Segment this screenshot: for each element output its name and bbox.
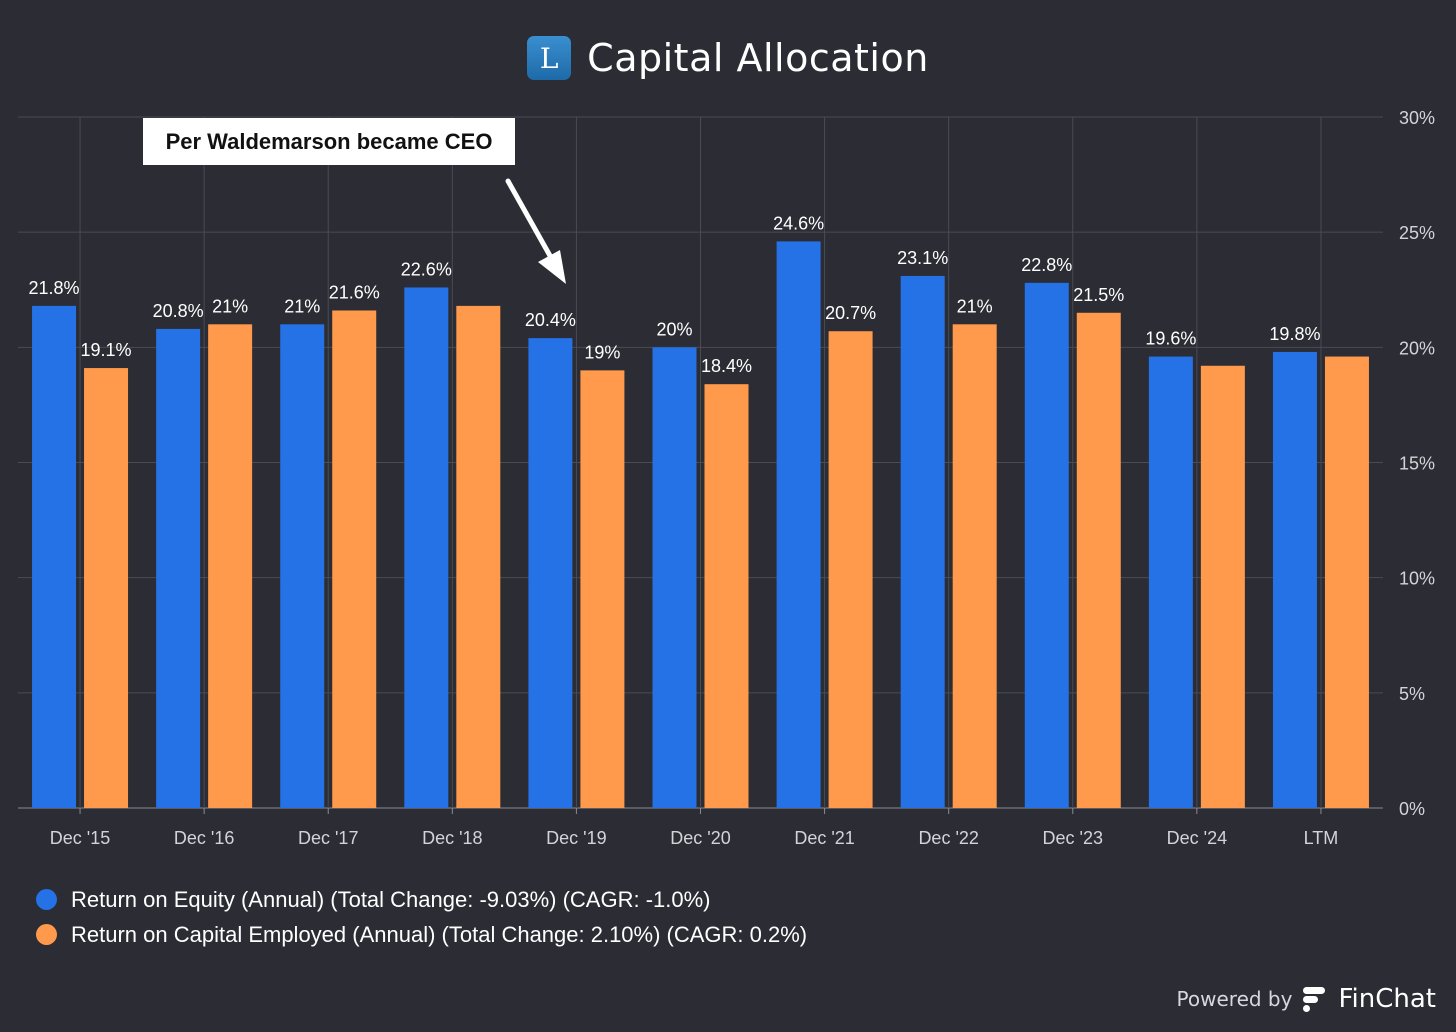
data-label: 20.7% bbox=[825, 303, 876, 323]
legend-label-roe: Return on Equity (Annual) (Total Change:… bbox=[71, 886, 711, 912]
data-label: 23.1% bbox=[897, 248, 948, 268]
company-logo-icon: L bbox=[527, 36, 572, 80]
y-tick-label: 0% bbox=[1399, 799, 1425, 819]
legend-dot-roce bbox=[36, 924, 57, 945]
bar-roce[interactable] bbox=[704, 384, 749, 808]
bar-roce[interactable] bbox=[1200, 365, 1245, 808]
data-label: 21% bbox=[212, 296, 248, 316]
bar-roe[interactable] bbox=[900, 275, 945, 808]
x-tick-label: Dec '22 bbox=[918, 828, 978, 848]
bar-roe[interactable] bbox=[32, 305, 77, 808]
data-label: 20% bbox=[656, 319, 692, 339]
x-tick-label: Dec '16 bbox=[174, 828, 234, 848]
bar-roce[interactable] bbox=[332, 310, 377, 808]
data-label: 24.6% bbox=[773, 213, 824, 233]
bar-roe[interactable] bbox=[652, 347, 697, 808]
bar-roe[interactable] bbox=[404, 287, 449, 808]
powered-by-footer[interactable]: Powered by FinChat bbox=[1177, 984, 1436, 1014]
data-label: 21% bbox=[284, 296, 320, 316]
data-label: 22.8% bbox=[1021, 255, 1072, 275]
data-label: 18.4% bbox=[701, 356, 752, 376]
y-tick-label: 20% bbox=[1399, 338, 1435, 358]
annotation-arrow bbox=[505, 178, 566, 284]
x-tick-label: Dec '18 bbox=[422, 828, 482, 848]
y-tick-label: 15% bbox=[1399, 454, 1435, 474]
y-tick-label: 10% bbox=[1399, 569, 1435, 589]
bar-roce[interactable] bbox=[828, 331, 873, 808]
ceo-annotation-callout: Per Waldemarson became CEO bbox=[143, 118, 515, 165]
data-label: 22.6% bbox=[401, 259, 452, 279]
chart-title: Capital Allocation bbox=[587, 36, 929, 80]
chart-header: L Capital Allocation bbox=[0, 30, 1456, 86]
data-label: 19.6% bbox=[1145, 329, 1196, 349]
data-label: 19% bbox=[584, 342, 620, 362]
y-tick-label: 25% bbox=[1399, 223, 1435, 243]
legend-item-roce: Return on Capital Employed (Annual) (Tot… bbox=[36, 917, 807, 952]
finchat-brand-name: FinChat bbox=[1338, 984, 1436, 1014]
x-tick-label: LTM bbox=[1304, 828, 1339, 848]
bar-roce[interactable] bbox=[84, 368, 129, 808]
tick-labels-layer: 0% 5% 10% 15% 20% 25% 30% Dec '15 Dec '16 Dec '17… bbox=[50, 108, 1435, 848]
bar-roe[interactable] bbox=[1024, 282, 1069, 809]
bar-roce[interactable] bbox=[1324, 356, 1369, 808]
bar-roe[interactable] bbox=[1272, 351, 1317, 808]
data-label: 21.8% bbox=[29, 278, 80, 298]
legend-item-roe: Return on Equity (Annual) (Total Change:… bbox=[36, 882, 807, 917]
bar-roe[interactable] bbox=[1148, 356, 1193, 808]
x-tick-label: Dec '15 bbox=[50, 828, 110, 848]
x-tick-label: Dec '24 bbox=[1167, 828, 1227, 848]
data-label: 21.5% bbox=[1073, 285, 1124, 305]
y-tick-label: 5% bbox=[1399, 684, 1425, 704]
data-label: 19.8% bbox=[1269, 324, 1320, 344]
data-label: 21% bbox=[957, 296, 993, 316]
bar-roce[interactable] bbox=[208, 324, 253, 808]
bar-roe[interactable] bbox=[776, 241, 821, 808]
x-tick-label: Dec '21 bbox=[794, 828, 854, 848]
data-labels-layer: 21.8% 20.8% 21% 22.6% 20.4% 20% 24.6% 23.1% 22.8… bbox=[29, 213, 1321, 376]
grid-layer bbox=[18, 116, 1383, 814]
finchat-logo-icon bbox=[1303, 987, 1326, 1012]
bars-layer bbox=[32, 241, 1369, 809]
legend-dot-roe bbox=[36, 889, 57, 910]
x-tick-label: Dec '19 bbox=[546, 828, 606, 848]
powered-by-label: Powered by bbox=[1176, 987, 1293, 1011]
data-label: 20.8% bbox=[153, 301, 204, 321]
chart-legend: Return on Equity (Annual) (Total Change:… bbox=[36, 882, 807, 952]
bar-roe[interactable] bbox=[528, 338, 573, 808]
data-label: 20.4% bbox=[525, 310, 576, 330]
bar-roce[interactable] bbox=[456, 305, 501, 808]
x-tick-label: Dec '17 bbox=[298, 828, 358, 848]
data-label: 21.6% bbox=[329, 282, 380, 302]
x-tick-label: Dec '20 bbox=[670, 828, 730, 848]
legend-label-roce: Return on Capital Employed (Annual) (Tot… bbox=[71, 921, 808, 947]
y-tick-label: 30% bbox=[1399, 108, 1435, 128]
bar-roce[interactable] bbox=[580, 370, 625, 808]
bar-roce[interactable] bbox=[952, 324, 997, 808]
bar-roce[interactable] bbox=[1076, 312, 1121, 808]
bar-roe[interactable] bbox=[156, 328, 201, 808]
data-label: 19.1% bbox=[81, 340, 132, 360]
bar-roe[interactable] bbox=[280, 324, 325, 808]
x-tick-label: Dec '23 bbox=[1043, 828, 1103, 848]
